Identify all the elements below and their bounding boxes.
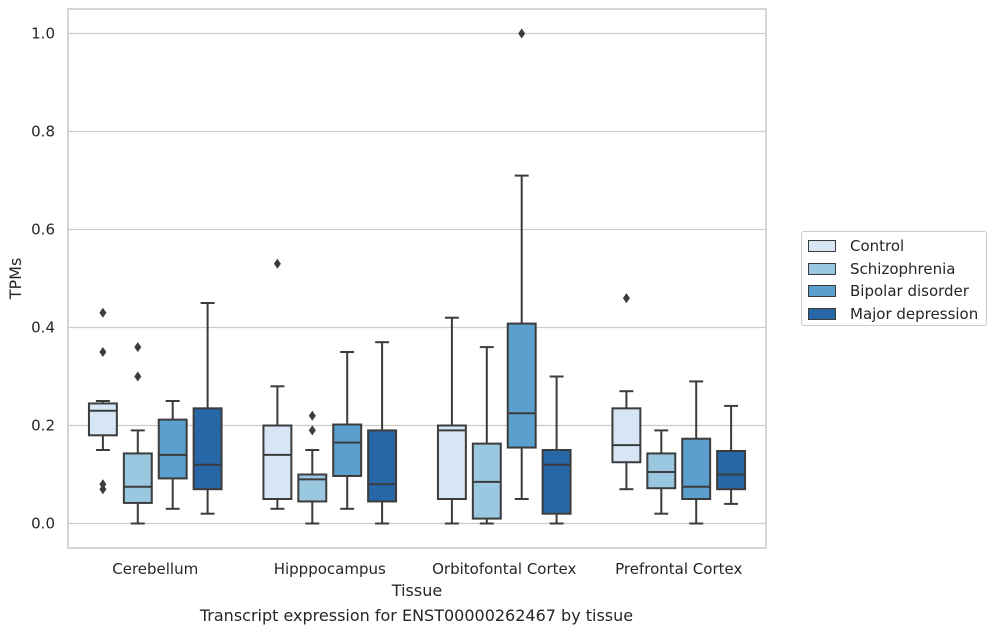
box-hipppocampus-major-depression [367,341,398,525]
x-tick-label-cerebellum: Cerebellum [112,560,198,578]
box-cerebellum-bipolar-disorder [157,400,188,510]
iqr-box [611,407,642,464]
box-orbitofontal-cortex-bipolar-disorder [506,28,537,500]
iqr-box [122,452,153,504]
outlier-point [308,410,316,421]
y-axis-label: TPMs [6,258,25,301]
legend-label-major-depression: Major depression [850,304,979,323]
x-tick-label-orbitofontal-cortex: Orbitofontal Cortex [432,560,576,578]
outlier-point [134,342,142,353]
legend-label-control: Control [850,237,905,256]
box-prefrontal-cortex-bipolar-disorder [681,380,712,525]
y-tick-label: 0.8 [31,123,55,141]
iqr-box [262,424,293,500]
box-hipppocampus-control [262,258,293,510]
legend-label-bipolar-disorder: Bipolar disorder [850,282,969,301]
outlier-point [99,307,107,318]
legend: Control Schizophrenia Bipolar disorder M… [801,231,987,326]
x-tick-label-prefrontal-cortex: Prefrontal Cortex [615,560,742,578]
legend-item-bipolar-disorder: Bipolar disorder [808,280,986,303]
box-prefrontal-cortex-control [611,293,642,491]
outlier-point [99,347,107,357]
iqr-box [541,449,572,515]
outlier-point [134,371,142,382]
box-prefrontal-cortex-major-depression [716,404,747,505]
iqr-box [87,402,118,437]
plot-border [67,8,767,549]
y-tick-label: 0.6 [31,221,55,239]
box-cerebellum-major-depression [192,302,223,515]
iqr-box [716,449,747,491]
y-tick-label: 0.4 [31,319,55,337]
iqr-box [681,437,712,501]
x-tick-label-hipppocampus: Hipppocampus [274,560,386,578]
box-prefrontal-cortex-schizophrenia [646,429,677,515]
iqr-box [436,424,467,500]
box-hipppocampus-schizophrenia [297,410,328,525]
iqr-box [332,423,363,477]
y-tick-label: 0.2 [31,417,55,435]
box-hipppocampus-bipolar-disorder [332,351,363,510]
iqr-box [506,322,537,449]
box-orbitofontal-cortex-schizophrenia [471,346,502,525]
chart-caption: Transcript expression for ENST0000026246… [199,606,634,625]
legend-item-control: Control [808,235,986,258]
iqr-box [192,407,223,491]
iqr-box [367,429,398,503]
legend-swatch-bipolar-disorder [808,285,836,298]
outlier-point [622,293,630,304]
outlier-point [308,425,316,436]
legend-swatch-schizophrenia [808,262,836,275]
iqr-box [157,418,188,480]
legend-swatch-major-depression [808,307,836,320]
outlier-point [273,258,281,269]
legend-label-schizophrenia: Schizophrenia [850,259,956,278]
box-cerebellum-control [87,307,118,495]
legend-swatch-control [808,240,836,253]
outlier-point [99,484,107,495]
iqr-box [646,452,677,490]
legend-item-schizophrenia: Schizophrenia [808,258,986,281]
x-axis-label: Tissue [391,581,442,600]
y-tick-label: 0.0 [31,515,55,533]
box-orbitofontal-cortex-major-depression [541,375,572,525]
box-cerebellum-schizophrenia [122,342,153,525]
y-tick-label: 1.0 [31,25,55,43]
legend-item-major-depression: Major depression [808,303,986,326]
box-orbitofontal-cortex-control [436,316,467,525]
outlier-point [518,28,526,39]
